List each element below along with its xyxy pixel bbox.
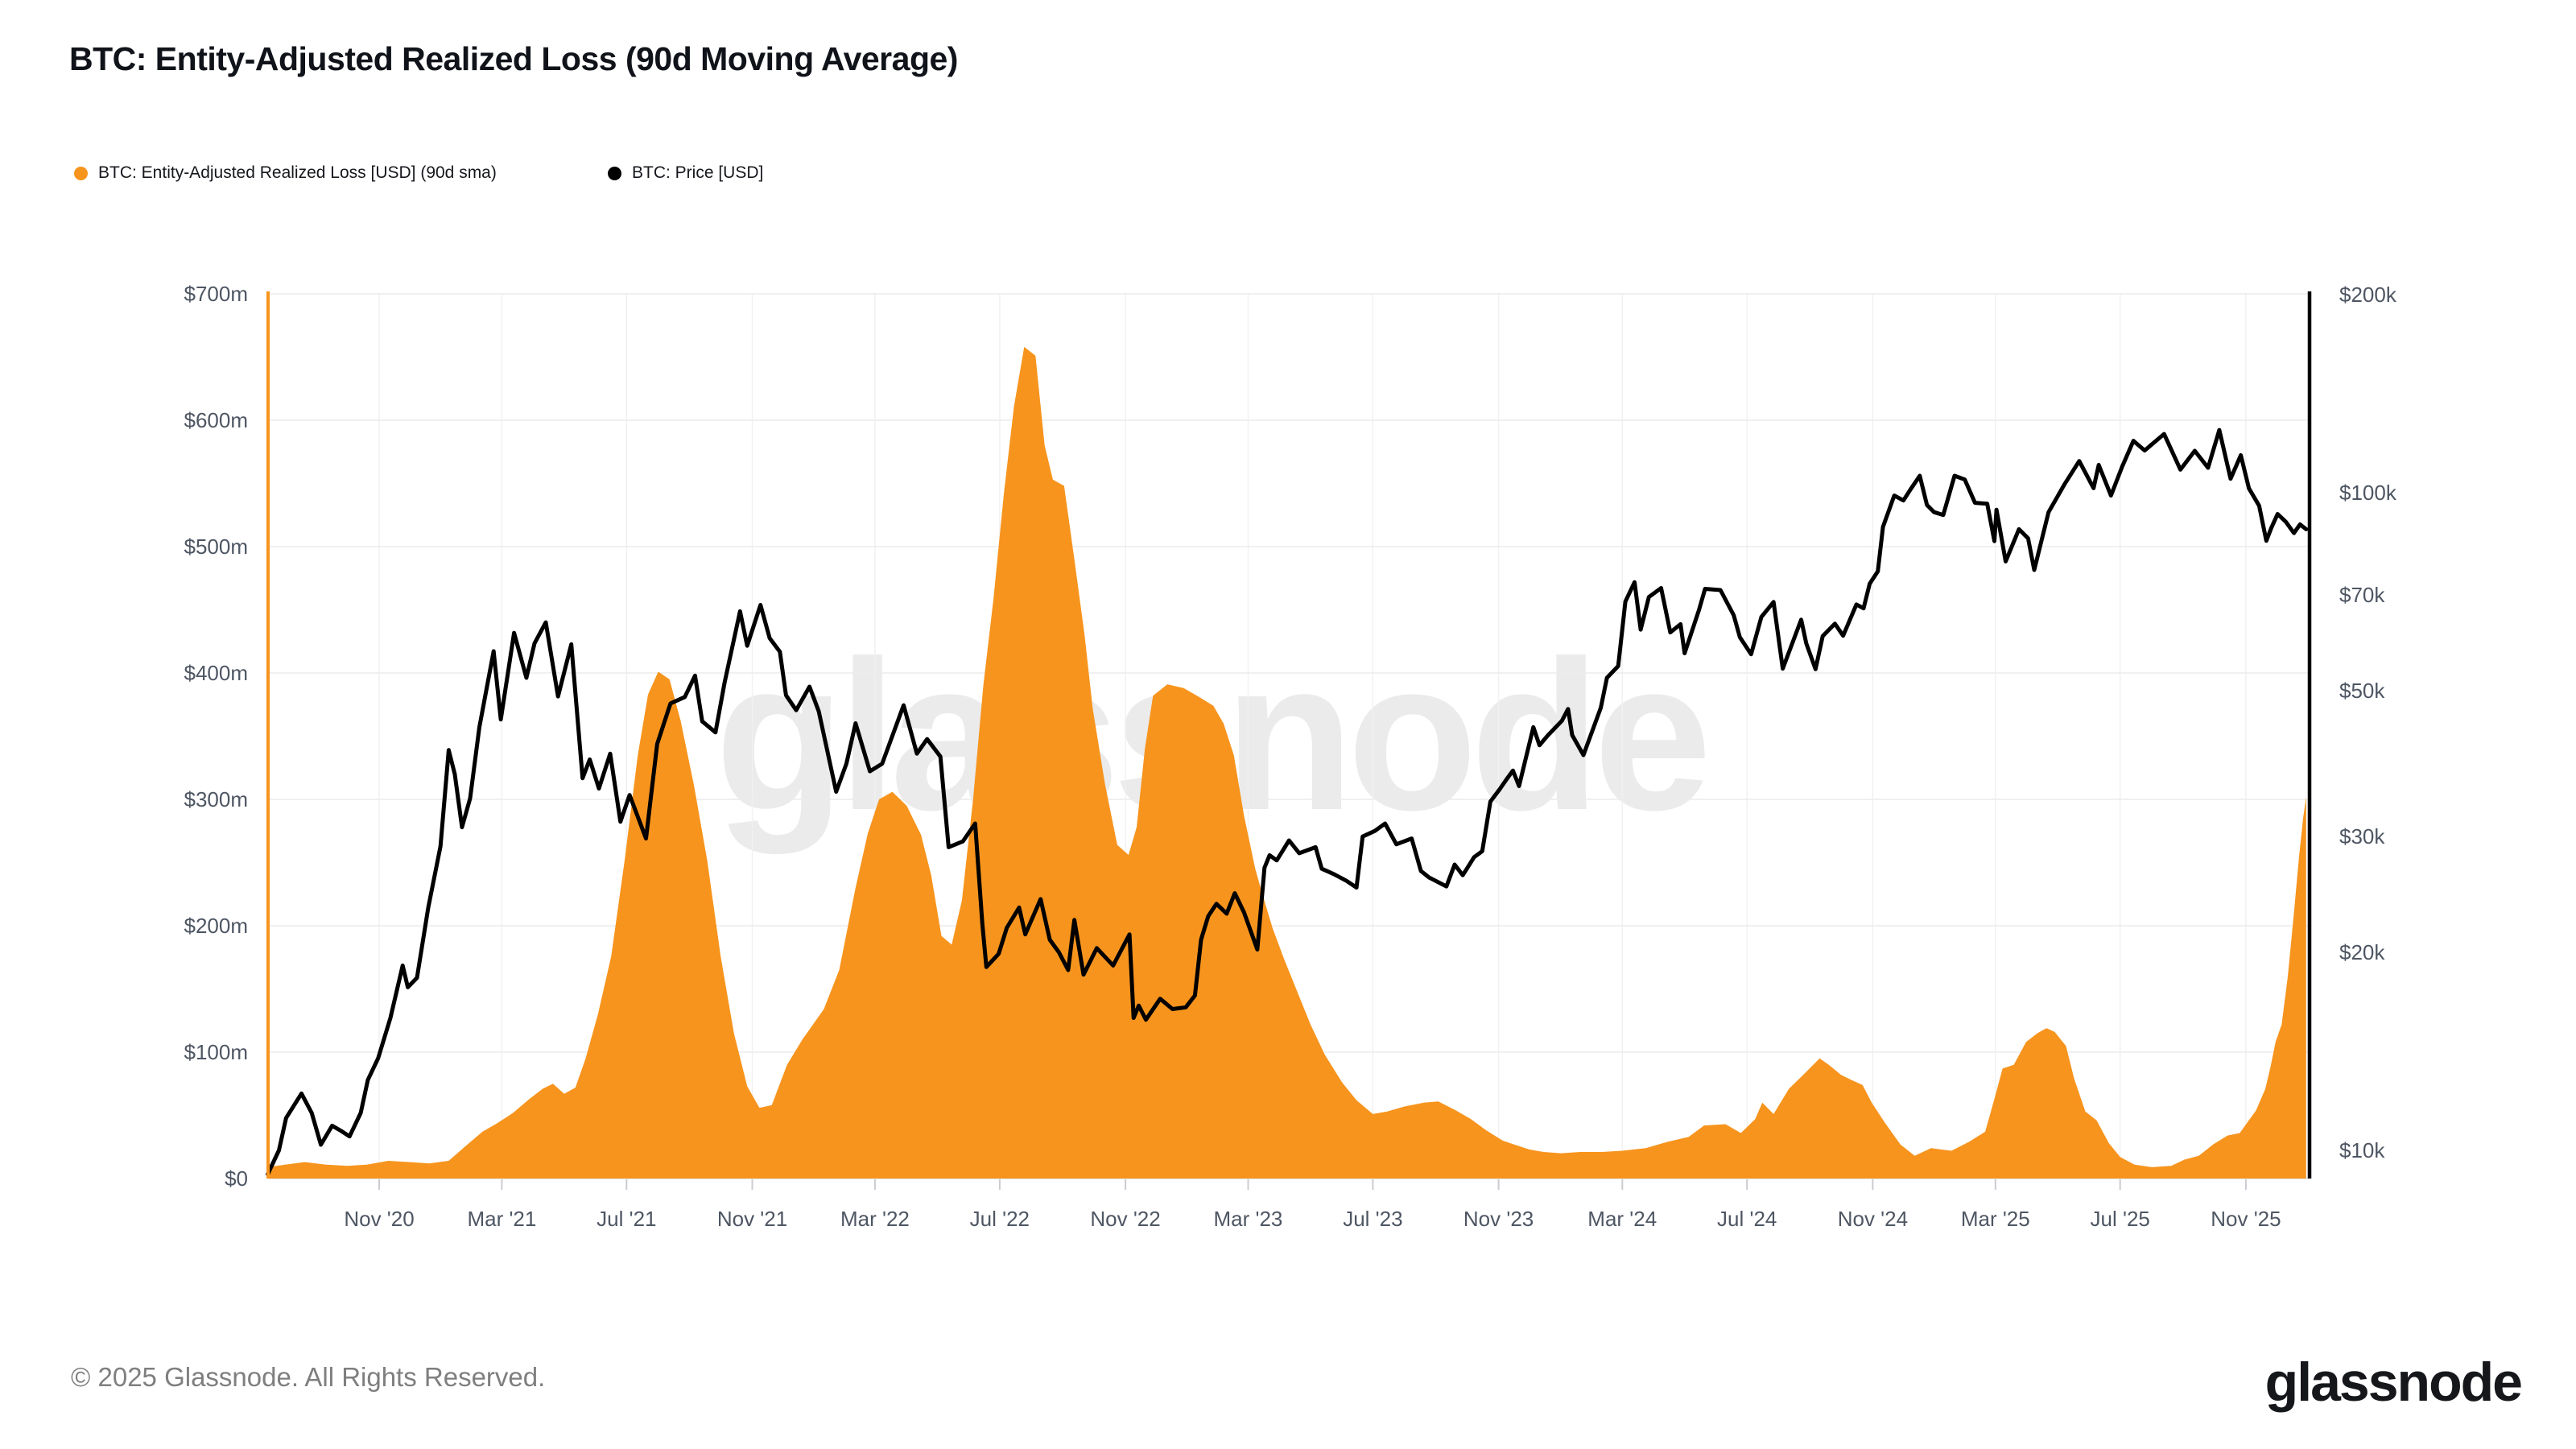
legend-dot-black-icon <box>608 166 621 180</box>
x-axis-tick-label: Mar '22 <box>840 1207 910 1231</box>
btc-price-line-series <box>266 427 2309 1177</box>
chart-legend: BTC: Entity-Adjusted Realized Loss [USD]… <box>0 159 2576 187</box>
y-axis-right-tick-label: $10k <box>2339 1138 2385 1162</box>
legend-label-btc-price: BTC: Price [USD] <box>632 163 764 182</box>
x-axis-tick-label: Nov '23 <box>1463 1207 1534 1231</box>
legend-label-realized-loss: BTC: Entity-Adjusted Realized Loss [USD]… <box>98 163 497 182</box>
glassnode-logo: glassnode <box>2264 1352 2523 1413</box>
y-axis-left-tick-label: $600m <box>184 408 249 432</box>
y-axis-right-tick-label: $100k <box>2339 481 2396 505</box>
legend-dot-orange-icon <box>74 166 88 180</box>
x-axis-tick-label: Mar '25 <box>1960 1207 2030 1231</box>
legend-item-realized-loss[interactable]: BTC: Entity-Adjusted Realized Loss [USD]… <box>74 159 497 187</box>
y-axis-left-tick-label: $700m <box>184 282 249 306</box>
y-axis-left-tick-label: $0 <box>225 1166 248 1191</box>
x-axis-tick-label: Jul '23 <box>1343 1207 1403 1231</box>
realized-loss-area-series <box>267 346 2306 1179</box>
y-axis-right-tick-label: $70k <box>2339 582 2385 607</box>
page-title: BTC: Entity-Adjusted Realized Loss (90d … <box>69 40 958 77</box>
x-axis-tick-label: Jul '24 <box>1717 1207 1777 1231</box>
y-axis-left-tick-label: $500m <box>184 535 249 559</box>
x-axis-tick-label: Nov '24 <box>1837 1207 1909 1231</box>
y-axis-left-tick-label: $400m <box>184 661 249 685</box>
x-axis-tick-label: Jul '25 <box>2090 1207 2150 1231</box>
y-axis-right-tick-label: $30k <box>2339 824 2385 849</box>
x-axis-tick-label: Mar '21 <box>467 1207 537 1231</box>
x-axis-tick-label: Nov '20 <box>344 1207 415 1231</box>
y-axis-right-tick-label: $200k <box>2339 283 2396 308</box>
x-axis-tick-label: Mar '24 <box>1587 1207 1657 1231</box>
y-axis-right-tick-label: $20k <box>2339 940 2385 965</box>
copyright-text: © 2025 Glassnode. All Rights Reserved. <box>71 1362 546 1392</box>
legend-item-btc-price[interactable]: BTC: Price [USD] <box>608 159 763 187</box>
x-axis-tick-label: Nov '22 <box>1090 1207 1161 1231</box>
y-axis-left-tick-label: $300m <box>184 787 249 811</box>
x-axis-tick-label: Jul '22 <box>969 1207 1030 1231</box>
y-axis-right-tick-label: $50k <box>2339 678 2385 703</box>
x-axis-tick-label: Jul '21 <box>597 1207 657 1231</box>
y-axis-left-tick-label: $200m <box>184 914 249 938</box>
x-axis-tick-label: Nov '21 <box>716 1207 788 1231</box>
y-axis-left-tick-label: $100m <box>184 1040 249 1064</box>
x-axis-tick-label: Nov '25 <box>2211 1207 2281 1231</box>
x-axis-tick-label: Mar '23 <box>1213 1207 1283 1231</box>
